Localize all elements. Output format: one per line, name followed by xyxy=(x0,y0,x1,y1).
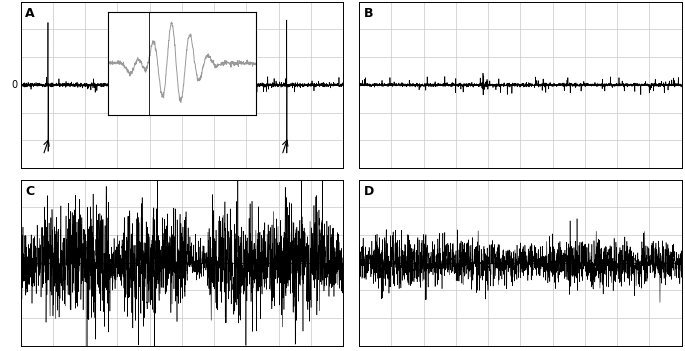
Text: C: C xyxy=(25,185,34,198)
Text: A: A xyxy=(25,7,35,20)
Text: 0: 0 xyxy=(11,80,17,90)
Text: B: B xyxy=(364,7,373,20)
Text: D: D xyxy=(364,185,374,198)
